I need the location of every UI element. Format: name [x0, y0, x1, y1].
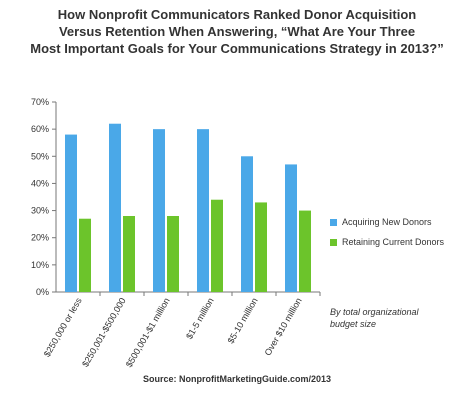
x-tick-label: $250,000 or less: [42, 296, 84, 359]
title-line-1: How Nonprofit Communicators Ranked Donor…: [57, 7, 417, 22]
y-tick-label: 20%: [31, 233, 49, 243]
chart-axes: [52, 101, 321, 296]
legend-item-acquiring: Acquiring New Donors: [330, 212, 444, 232]
y-tick-label: 60%: [31, 124, 49, 134]
x-tick-label: Over $10 million: [263, 296, 304, 357]
title-line-2: Versus Retention When Answering, “What A…: [58, 24, 416, 39]
legend-item-retaining: Retaining Current Donors: [330, 232, 444, 252]
bar-acquiring: [285, 164, 297, 292]
y-tick-label: 70%: [31, 97, 49, 107]
bar-acquiring: [109, 123, 121, 292]
legend-swatch-retaining: [330, 238, 337, 246]
legend: Acquiring New Donors Retaining Current D…: [330, 212, 444, 252]
bar-retaining: [79, 218, 91, 292]
bar-retaining: [167, 216, 179, 292]
y-tick-label: 50%: [31, 151, 49, 161]
y-tick-label: 10%: [31, 260, 49, 270]
chart-title: How Nonprofit Communicators Ranked Donor…: [0, 6, 474, 57]
x-tick-label: $500,001-$1 million: [124, 296, 172, 369]
x-tick-label: $1-5 million: [184, 296, 216, 341]
bar-acquiring: [241, 156, 253, 292]
y-tick-label: 40%: [31, 178, 49, 188]
bar-retaining: [211, 199, 223, 292]
y-tick-label: 0%: [36, 287, 49, 297]
title-line-3: Most Important Goals for Your Communicat…: [30, 41, 444, 56]
note-line-1: By total organizational: [330, 307, 419, 317]
bar-acquiring: [197, 129, 209, 292]
bar-acquiring: [65, 134, 77, 292]
bar-retaining: [299, 210, 311, 292]
bar-retaining: [255, 202, 267, 292]
legend-label-retaining: Retaining Current Donors: [342, 237, 445, 247]
x-tick-label: $5-10 million: [226, 296, 260, 345]
legend-label-acquiring: Acquiring New Donors: [342, 217, 432, 227]
legend-swatch-acquiring: [330, 218, 337, 226]
bar-retaining: [123, 216, 135, 292]
y-tick-label: 30%: [31, 206, 49, 216]
note-line-2: budget size: [330, 319, 377, 329]
chart-bars: [65, 123, 311, 292]
budget-note: By total organizational budget size: [330, 306, 419, 330]
source-caption: Source: NonprofitMarketingGuide.com/2013: [142, 374, 332, 384]
bar-acquiring: [153, 129, 165, 292]
x-tick-label: $250,001-$500,000: [80, 296, 128, 369]
